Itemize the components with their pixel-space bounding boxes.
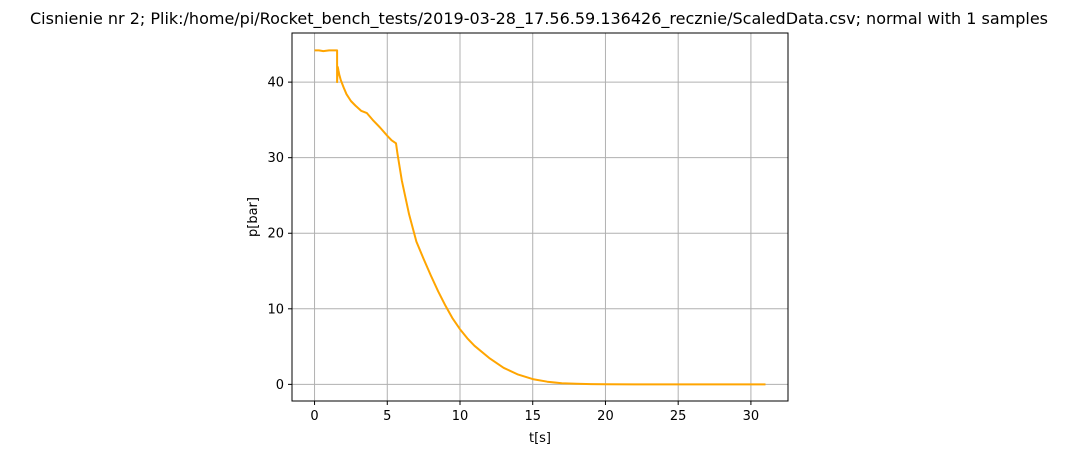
y-tick-label: 30 (267, 151, 284, 166)
x-tick-label: 25 (670, 409, 687, 424)
series-layer (314, 49, 766, 386)
grid-lines (292, 33, 788, 401)
y-axis-ticks: 0 10 20 30 40 (267, 76, 292, 393)
x-tick-label: 5 (383, 409, 391, 424)
y-tick-label: 0 (276, 378, 284, 393)
x-axis-ticks: 0 5 10 15 20 25 30 (310, 401, 759, 424)
y-tick-label: 40 (267, 76, 284, 91)
plot-frame (291, 32, 789, 402)
x-tick-label: 15 (524, 409, 541, 424)
x-tick-label: 30 (743, 409, 760, 424)
y-tick-label: 20 (267, 227, 284, 242)
x-axis-label: t[s] (529, 431, 551, 446)
y-tick-label: 10 (267, 302, 284, 317)
x-tick-label: 10 (452, 409, 469, 424)
y-axis-label: p[bar] (246, 197, 261, 237)
chart-title: Cisnienie nr 2; Plik:/home/pi/Rocket_ben… (30, 9, 1048, 29)
x-tick-label: 20 (597, 409, 614, 424)
x-tick-label: 0 (310, 409, 318, 424)
pressure-series-line (314, 49, 766, 386)
